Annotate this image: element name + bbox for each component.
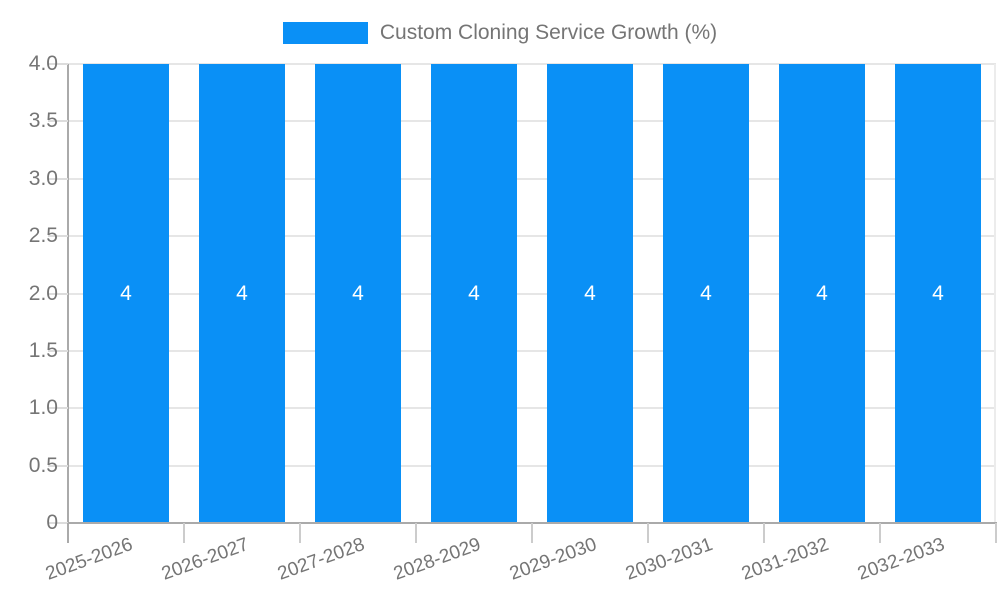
bar-2025-2026[interactable]: 4 [83,64,169,523]
x-tick [995,523,997,543]
bar-2026-2027[interactable]: 4 [199,64,285,523]
y-tick [48,177,68,180]
right-edge-gridline [994,64,996,523]
y-axis-label: 3.5 [28,109,58,133]
y-tick [48,292,68,295]
legend[interactable]: Custom Cloning Service Growth (%) [0,20,1000,46]
x-axis-label: 2030-2031 [622,533,716,585]
y-tick [48,120,68,123]
bar-value-label: 4 [236,281,248,305]
x-tick [299,523,301,543]
gridline-4.0 [68,63,996,65]
gridline-0.5 [68,464,996,467]
legend-label: Custom Cloning Service Growth (%) [379,21,718,44]
bar-2030-2031[interactable]: 4 [663,64,749,523]
x-tick [67,523,69,543]
gridline-3.0 [68,177,996,180]
legend-swatch [282,22,368,44]
x-axis-label: 2025-2026 [42,533,136,585]
x-tick [879,523,881,543]
bar-2031-2032[interactable]: 4 [779,64,865,523]
bar-value-label: 4 [816,281,828,305]
y-axis-label: 2.0 [28,281,58,305]
bar-value-label: 4 [932,281,944,305]
y-axis-label: 2.5 [28,224,58,248]
bar-value-label: 4 [700,281,712,305]
x-axis-label: 2032-2033 [854,533,948,585]
plot-area: 4 4 4 4 4 4 4 4 [67,63,997,524]
gridline-2.0 [68,292,996,295]
y-axis-label: 4.0 [28,52,58,75]
y-tick [48,464,68,467]
y-tick [48,349,68,352]
y-tick [48,522,68,524]
gridline-3.5 [68,120,996,123]
y-tick [48,235,68,238]
y-axis-label: 0.5 [28,453,58,477]
y-axis-label: 1.0 [28,396,58,420]
x-tick [183,523,185,543]
x-tick [647,523,649,543]
x-tick [415,523,417,543]
x-tick [531,523,533,543]
gridline-2.5 [68,235,996,238]
x-axis-label: 2029-2030 [506,533,600,585]
x-axis-label: 2028-2029 [390,533,484,585]
y-tick [48,407,68,410]
x-axis-label: 2026-2027 [158,533,252,585]
bar-2027-2028[interactable]: 4 [315,64,401,523]
gridline-1.0 [68,407,996,410]
bar-value-label: 4 [120,281,132,305]
bar-2028-2029[interactable]: 4 [431,64,517,523]
y-axis-label: 1.5 [28,338,58,362]
bar-2029-2030[interactable]: 4 [547,64,633,523]
x-tick [763,523,765,543]
y-axis-label: 3.0 [28,166,58,190]
bar-value-label: 4 [352,281,364,305]
bar-value-label: 4 [468,281,480,305]
bar-2032-2033[interactable]: 4 [895,64,981,523]
gridline-1.5 [68,349,996,352]
x-axis-label: 2027-2028 [274,533,368,585]
y-axis-line [67,64,69,523]
y-tick [48,63,68,65]
x-axis-label: 2031-2032 [738,533,832,585]
y-axis-label: 0 [46,511,58,534]
bar-value-label: 4 [584,281,596,305]
